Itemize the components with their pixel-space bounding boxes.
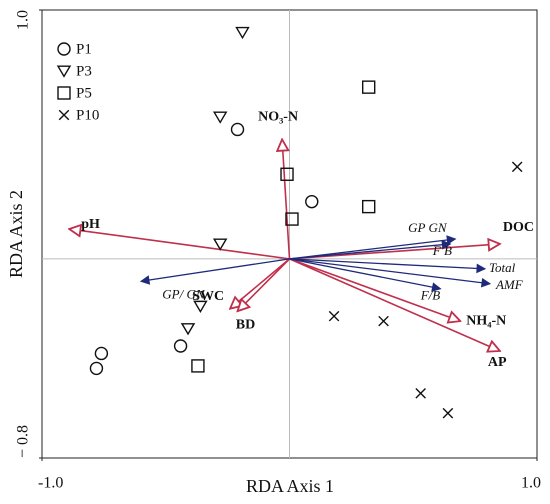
point [442, 407, 454, 419]
point [305, 194, 319, 209]
loading-arrow [289, 258, 486, 269]
point [362, 80, 376, 94]
loading-arrow [289, 258, 500, 351]
loading-arrow [289, 244, 451, 260]
arrow-label: AMF [495, 277, 524, 292]
loading-arrow [289, 258, 490, 284]
point [94, 346, 109, 361]
arrow-label: NO₃-N [258, 110, 298, 125]
point [212, 238, 228, 251]
legend-symbol [56, 65, 72, 78]
legend-label: P5 [76, 85, 92, 101]
point [415, 387, 426, 399]
arrow-label: DOC [503, 220, 534, 235]
arrow-label: BD [236, 317, 255, 332]
legend-label: P1 [76, 41, 92, 57]
arrow-label: Total [489, 260, 516, 275]
loading-arrow [141, 258, 290, 281]
loading-arrow [289, 258, 441, 289]
loading-arrow [289, 258, 461, 321]
point [378, 315, 389, 327]
point [173, 339, 188, 353]
arrow-label: F B [432, 243, 452, 258]
legend-symbol [57, 86, 71, 100]
arrow-label: GP/ GN [162, 286, 206, 301]
point [328, 310, 340, 322]
legend-symbol [58, 109, 70, 121]
loading-arrow [238, 258, 291, 311]
point [362, 199, 376, 214]
point [230, 122, 245, 137]
point [280, 167, 294, 181]
point [191, 359, 205, 373]
arrow-label: pH [81, 217, 100, 232]
x-axis-title: RDA Axis 1 [246, 476, 334, 496]
point [285, 212, 299, 226]
y-tick-label: 1.0 [15, 10, 32, 30]
legend-symbol [57, 42, 71, 56]
x-tick-label: -1.0 [38, 475, 63, 492]
loading-arrow [289, 239, 456, 260]
point [212, 111, 228, 124]
x-tick-label: 1.0 [521, 475, 541, 492]
point [511, 161, 523, 173]
point [89, 361, 104, 376]
y-tick-label: − 0.8 [15, 425, 32, 458]
loading-arrow [289, 244, 500, 260]
point [193, 300, 208, 313]
arrow-label: F/B [420, 288, 441, 303]
point [180, 323, 196, 336]
arrow-label: AP [488, 355, 507, 370]
arrow-label: NH₄-N [466, 313, 506, 328]
legend-label: P10 [76, 107, 99, 123]
point [235, 26, 250, 40]
y-axis-title: RDA Axis 2 [6, 190, 26, 278]
arrow-label: SWC [192, 289, 224, 304]
arrow-label: GP GN [408, 220, 448, 235]
loading-arrow [69, 229, 290, 260]
loading-arrow [282, 139, 291, 259]
legend-label: P3 [76, 63, 92, 79]
